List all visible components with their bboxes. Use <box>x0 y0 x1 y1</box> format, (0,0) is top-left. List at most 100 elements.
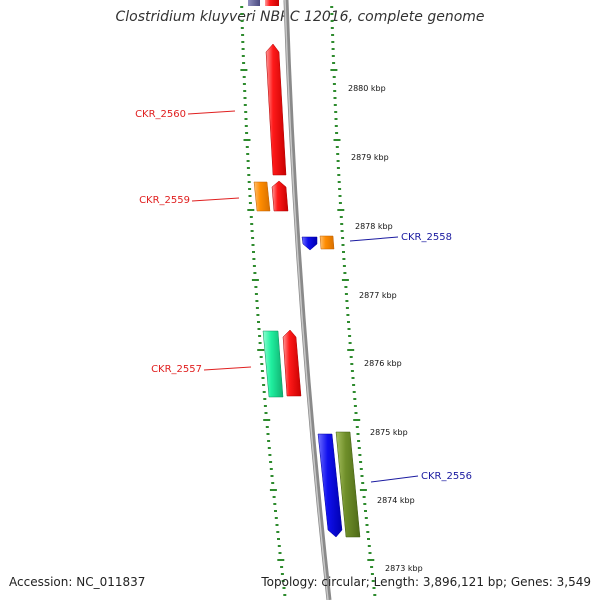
minor-tick <box>333 90 337 92</box>
minor-tick <box>256 314 260 316</box>
minor-tick <box>331 41 335 43</box>
minor-tick <box>250 230 254 232</box>
minor-tick <box>336 153 340 155</box>
minor-tick <box>336 167 340 169</box>
kbp-label: 2873 kbp <box>385 564 423 573</box>
minor-tick <box>242 76 246 78</box>
gene-ckr-2559[interactable] <box>253 180 289 212</box>
minor-tick <box>368 552 372 554</box>
minor-tick <box>333 104 337 106</box>
minor-tick <box>278 552 282 554</box>
minor-tick <box>280 566 284 568</box>
gene-label-ckr-2557[interactable]: CKR_2557 <box>151 364 252 375</box>
minor-tick <box>351 377 355 379</box>
major-tick <box>353 419 361 421</box>
minor-tick <box>338 195 342 197</box>
minor-tick <box>357 447 361 449</box>
minor-tick <box>247 181 251 183</box>
kbp-label: 2880 kbp <box>348 84 386 93</box>
minor-tick <box>242 62 246 64</box>
minor-tick <box>274 517 278 519</box>
minor-tick <box>352 384 356 386</box>
minor-tick <box>348 342 352 344</box>
kbp-label: 2879 kbp <box>351 153 389 162</box>
gene-label-ckr-2556[interactable]: CKR_2556 <box>370 471 472 483</box>
gene-label-ckr-2558[interactable]: CKR_2558 <box>349 232 452 243</box>
minor-tick <box>283 594 287 596</box>
minor-tick <box>365 524 369 526</box>
minor-tick <box>343 272 347 274</box>
minor-tick <box>370 573 374 575</box>
minor-tick <box>342 258 346 260</box>
major-tick <box>247 209 255 211</box>
gene-label-ckr-2559[interactable]: CKR_2559 <box>139 195 240 206</box>
minor-tick <box>262 391 266 393</box>
minor-tick <box>259 356 263 358</box>
minor-tick <box>345 307 349 309</box>
accession-text: Accession: NC_011837 <box>9 575 146 589</box>
minor-tick <box>360 475 364 477</box>
gene-ckr-2560[interactable] <box>265 43 287 176</box>
minor-tick <box>359 468 363 470</box>
minor-tick <box>363 503 367 505</box>
minor-tick <box>267 440 271 442</box>
minor-tick <box>276 531 280 533</box>
minor-tick <box>337 174 341 176</box>
minor-tick <box>251 237 255 239</box>
minor-tick <box>241 34 245 36</box>
gene-ckr-2558[interactable] <box>301 235 335 251</box>
minor-tick <box>277 545 281 547</box>
partial-gene-top <box>248 0 279 6</box>
major-tick <box>367 559 375 561</box>
minor-tick <box>253 272 257 274</box>
minor-tick <box>241 55 245 57</box>
minor-tick <box>334 111 338 113</box>
minor-tick <box>250 223 254 225</box>
genome-backbone <box>283 0 332 600</box>
major-tick <box>263 419 271 421</box>
minor-tick <box>348 335 352 337</box>
minor-tick <box>347 321 350 323</box>
minor-tick <box>336 160 340 162</box>
kbp-label: 2875 kbp <box>370 428 408 437</box>
minor-tick <box>357 440 361 442</box>
minor-tick <box>346 314 350 316</box>
minor-tick <box>277 538 280 540</box>
minor-tick <box>265 426 269 428</box>
minor-tick <box>362 496 366 498</box>
minor-tick <box>344 293 348 295</box>
minor-tick <box>264 412 268 414</box>
minor-tick <box>282 587 286 589</box>
minor-tick <box>332 76 336 78</box>
minor-tick <box>339 216 343 218</box>
gene-ckr-2557[interactable] <box>262 329 302 398</box>
gene-ckr-2556[interactable] <box>317 431 361 538</box>
minor-tick <box>354 412 358 414</box>
minor-tick <box>263 405 267 407</box>
minor-tick <box>254 293 258 295</box>
minor-tick <box>255 307 259 309</box>
gene-label-text: CKR_2558 <box>401 232 452 243</box>
minor-tick <box>358 454 362 456</box>
minor-tick <box>335 146 339 148</box>
minor-tick <box>340 230 344 232</box>
minor-tick <box>255 300 259 302</box>
minor-tick <box>364 510 367 512</box>
minor-tick <box>248 195 252 197</box>
inner-tick-track <box>240 6 287 596</box>
gene-label-ckr-2560[interactable]: CKR_2560 <box>135 109 236 120</box>
minor-tick <box>344 286 348 288</box>
minor-tick <box>367 545 371 547</box>
minor-tick <box>269 461 273 463</box>
minor-tick <box>341 244 345 246</box>
major-tick <box>269 489 277 491</box>
minor-tick <box>242 83 246 85</box>
minor-tick <box>258 342 262 344</box>
minor-tick <box>240 13 244 15</box>
minor-tick <box>248 202 252 204</box>
minor-tick <box>350 363 354 365</box>
minor-tick <box>254 286 258 288</box>
minor-tick <box>338 202 342 204</box>
major-tick <box>347 349 355 351</box>
